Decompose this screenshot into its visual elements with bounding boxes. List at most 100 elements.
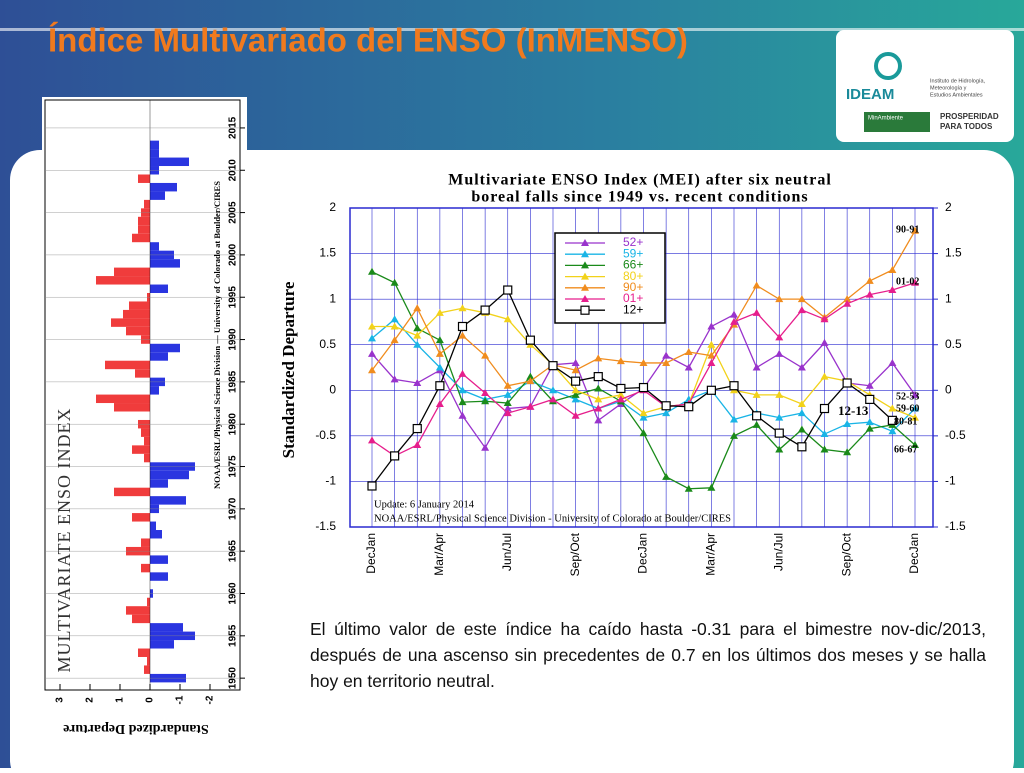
x-tick-label: Mar/Apr (432, 533, 446, 576)
index-bar (150, 640, 174, 649)
point (775, 295, 784, 303)
point (581, 239, 589, 246)
point (571, 395, 580, 403)
point (435, 363, 444, 371)
index-bar (150, 157, 189, 167)
index-bar (150, 572, 168, 581)
source-note: NOAA/ESRL/Physical Science Division - Un… (374, 513, 731, 524)
point (526, 372, 535, 380)
point (911, 404, 919, 412)
x-tick-label: -2 (205, 695, 216, 704)
y-tick-label: 2015 (228, 116, 239, 139)
point (865, 424, 874, 432)
point (865, 290, 874, 298)
legend-label: 12+ (623, 302, 643, 316)
point (888, 358, 897, 366)
point (435, 308, 444, 316)
index-bar (150, 530, 162, 539)
y-tick-label: 1 (329, 291, 336, 305)
point (843, 420, 852, 428)
title-rule (0, 28, 1024, 31)
point (820, 338, 829, 346)
point (797, 442, 807, 452)
point (887, 415, 897, 425)
point (797, 363, 806, 371)
point (368, 322, 376, 330)
point (594, 354, 603, 362)
point (413, 340, 422, 348)
x-tick-label: 0 (145, 697, 156, 703)
x-tick-label: 3 (55, 697, 66, 703)
point (911, 278, 919, 286)
point (775, 333, 784, 341)
point (481, 397, 490, 405)
point (752, 390, 761, 398)
legend-label: 59+ (623, 246, 643, 260)
x-tick-label: DecJan (636, 533, 650, 574)
index-bar (147, 597, 150, 607)
point (707, 483, 716, 491)
y-tick-label: 0.5 (319, 337, 336, 351)
point (616, 383, 626, 394)
index-bar (150, 496, 186, 505)
point (730, 317, 738, 325)
y2-tick-label: -1 (945, 474, 956, 488)
point (752, 363, 761, 371)
y-tick-label: 1985 (228, 370, 239, 393)
point (752, 411, 762, 421)
point (593, 372, 603, 382)
slogan: PROSPERIDAD (940, 112, 999, 121)
update-note: Update: 6 January 2014 (374, 499, 475, 510)
series-annotation: 80-81 (894, 416, 917, 427)
index-bar (147, 656, 150, 666)
y-tick-label: 1970 (228, 497, 239, 520)
point (457, 321, 468, 332)
point (503, 409, 512, 417)
point (775, 349, 784, 357)
index-bar (123, 309, 150, 319)
point (435, 399, 444, 407)
index-bar (150, 555, 168, 564)
point (707, 340, 716, 348)
mei-panel (290, 160, 990, 560)
point (706, 385, 716, 395)
index-bar (111, 318, 150, 327)
legend-label: 66+ (623, 258, 643, 272)
plot-frame (44, 99, 241, 691)
point (797, 399, 806, 407)
x-tick-label: 1 (115, 697, 126, 703)
y-tick-label: 2000 (228, 243, 239, 266)
ministry: MinAmbiente (868, 116, 904, 122)
legend-label: 52+ (623, 235, 643, 249)
point (639, 429, 648, 437)
point (458, 331, 467, 339)
point (435, 336, 444, 344)
index-bar (150, 149, 159, 158)
point (526, 377, 535, 385)
index-bar (144, 199, 150, 209)
point (458, 398, 467, 406)
point (616, 357, 625, 365)
index-bar (144, 436, 150, 446)
point (413, 304, 422, 312)
point (820, 445, 829, 453)
point (503, 315, 512, 323)
mei-chart: -1.5 -1 -0.5 0 0.5 1 1.5 2 -1.5 -1 -0.5 0 0.5 1 1.5 2 De… (279, 172, 966, 577)
logo-subtitle: Meteorología y (930, 85, 967, 91)
point (662, 351, 671, 359)
point (730, 431, 738, 439)
legend (554, 232, 666, 324)
y-tick-label: 2005 (228, 201, 239, 224)
logo-subtitle: Instituto de Hidrología, (930, 78, 986, 84)
point (548, 361, 558, 371)
index-bar (150, 521, 156, 531)
index-bar (150, 352, 168, 361)
index-bar (132, 445, 150, 454)
y-tick-label: 2 (329, 200, 336, 214)
point (729, 381, 739, 391)
x-tick-label: Sep/Oct (839, 532, 853, 576)
point (684, 484, 693, 492)
point (571, 366, 580, 374)
y-tick-label: 2010 (228, 159, 239, 182)
